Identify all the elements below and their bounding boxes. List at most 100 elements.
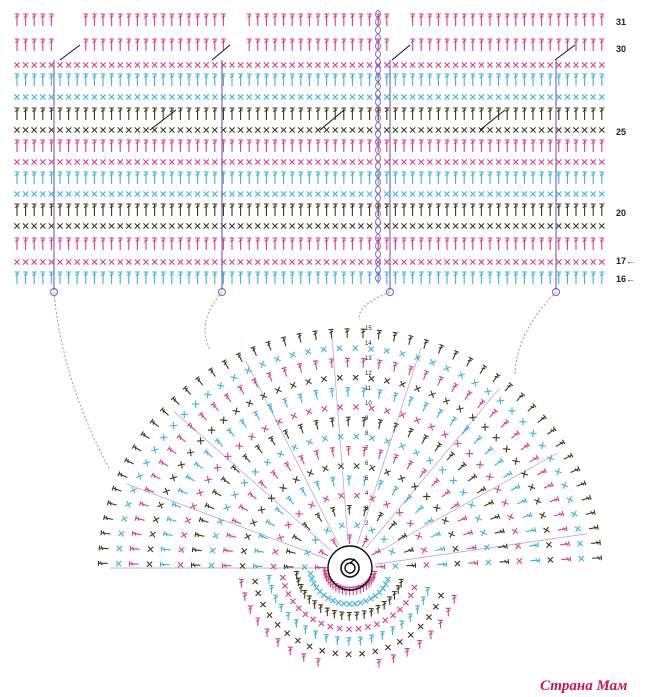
stitch-mark xyxy=(507,513,515,521)
round-label: 9 xyxy=(365,416,369,422)
stitch-mark xyxy=(390,654,396,663)
double-crochet-stitch xyxy=(169,203,175,216)
chain-stitch xyxy=(375,201,381,211)
single-crochet-stitch xyxy=(432,603,439,610)
double-crochet-stitch xyxy=(329,446,335,457)
stitch-mark xyxy=(554,468,562,476)
stitch-mark xyxy=(31,203,37,216)
stitch-mark xyxy=(349,94,356,100)
single-crochet-stitch xyxy=(461,223,468,229)
single-crochet-stitch xyxy=(82,191,89,197)
single-crochet-stitch xyxy=(117,62,124,68)
stitch-mark xyxy=(276,534,285,542)
double-crochet-stitch xyxy=(444,271,450,284)
stitch-mark xyxy=(418,171,424,184)
stitch-mark xyxy=(573,107,579,120)
single-crochet-stitch xyxy=(383,223,390,229)
double-crochet-stitch xyxy=(312,330,318,341)
stitch-mark xyxy=(358,159,364,165)
double-crochet-stitch xyxy=(393,361,399,372)
stitch-mark xyxy=(420,596,426,606)
double-crochet-stitch xyxy=(91,38,97,51)
double-crochet-stitch xyxy=(298,454,305,465)
stitch-mark xyxy=(296,332,302,343)
double-crochet-stitch xyxy=(401,73,407,86)
double-crochet-stitch xyxy=(401,107,407,120)
stitch-mark xyxy=(423,561,430,568)
stitch-mark xyxy=(57,223,63,229)
stitch-mark xyxy=(212,107,218,120)
stitch-mark xyxy=(599,73,605,86)
stitch-mark xyxy=(332,94,339,100)
stitch-mark xyxy=(332,271,338,284)
double-crochet-stitch xyxy=(238,578,244,588)
stitch-mark xyxy=(321,465,329,473)
stitch-mark xyxy=(134,94,141,100)
double-crochet-stitch xyxy=(265,518,275,527)
double-crochet-stitch xyxy=(285,495,295,505)
stitch-mark xyxy=(91,203,97,216)
double-crochet-stitch xyxy=(48,171,54,184)
single-crochet-stitch xyxy=(368,434,376,442)
stitch-mark xyxy=(117,171,123,184)
stitch-mark xyxy=(297,127,304,133)
stitch-mark xyxy=(313,449,320,460)
loop-marker xyxy=(386,288,394,296)
single-crochet-stitch xyxy=(194,94,201,100)
stitch-mark xyxy=(272,159,278,165)
stitch-mark xyxy=(461,139,467,152)
single-crochet-stitch xyxy=(454,560,461,567)
double-crochet-stitch xyxy=(513,237,519,250)
stitch-mark xyxy=(409,259,416,265)
stitch-mark xyxy=(529,429,537,438)
round-label: 3 xyxy=(365,506,369,512)
single-crochet-stitch xyxy=(383,191,390,197)
stitch-mark xyxy=(246,73,252,86)
round-label: 8 xyxy=(365,431,369,437)
single-crochet-stitch xyxy=(117,259,124,265)
double-crochet-stitch xyxy=(392,331,398,342)
double-crochet-stitch xyxy=(263,271,269,284)
single-crochet-stitch xyxy=(345,651,352,658)
stitch-mark xyxy=(411,584,418,591)
single-crochet-stitch xyxy=(534,497,542,505)
stitch-mark xyxy=(298,203,304,216)
stitch-mark xyxy=(242,592,248,601)
stitch-mark xyxy=(418,271,424,284)
double-crochet-stitch xyxy=(289,237,295,250)
stitch-mark xyxy=(65,191,72,197)
stitch-mark xyxy=(177,223,184,229)
stitch-mark xyxy=(527,403,537,412)
stitch-mark xyxy=(384,171,390,184)
double-crochet-stitch xyxy=(539,139,545,152)
stitch-mark xyxy=(453,203,459,216)
double-crochet-stitch xyxy=(539,203,545,216)
stitch-mark xyxy=(427,271,433,284)
stitch-mark xyxy=(453,107,459,120)
double-crochet-stitch xyxy=(315,658,321,667)
stitch-mark xyxy=(453,139,459,152)
single-crochet-stitch xyxy=(444,191,450,197)
stitch-mark xyxy=(423,492,431,501)
stitch-mark xyxy=(238,203,244,216)
round-label: 11 xyxy=(365,386,372,392)
double-crochet-stitch xyxy=(408,334,414,345)
single-crochet-stitch xyxy=(598,159,605,165)
stitch-mark xyxy=(501,499,509,507)
stitch-mark xyxy=(590,259,597,265)
double-crochet-stitch xyxy=(547,426,557,435)
double-crochet-stitch xyxy=(263,139,269,152)
single-crochet-stitch xyxy=(538,191,545,197)
stitch-mark xyxy=(598,127,605,133)
single-crochet-stitch xyxy=(229,191,235,197)
stitch-mark xyxy=(598,62,605,68)
stitch-mark xyxy=(357,636,363,646)
single-crochet-stitch xyxy=(263,62,270,68)
stitch-mark xyxy=(529,454,540,463)
stitch-mark xyxy=(564,271,570,284)
single-crochet-stitch xyxy=(530,94,536,100)
double-crochet-stitch xyxy=(328,328,334,339)
double-crochet-stitch xyxy=(186,73,192,86)
stitch-mark xyxy=(117,191,124,197)
stitch-mark xyxy=(487,62,493,68)
